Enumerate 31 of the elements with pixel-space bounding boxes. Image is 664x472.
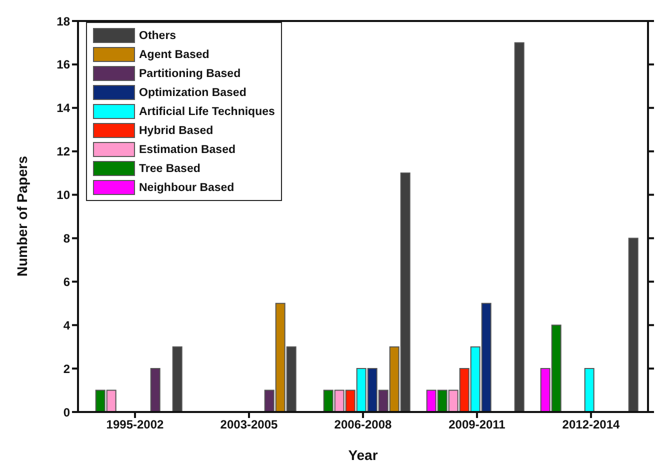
legend-label: Agent Based: [139, 48, 210, 60]
y-tick-label: 18: [56, 14, 70, 28]
y-tick-label: 8: [63, 231, 70, 246]
y-tick-label: 6: [63, 274, 70, 289]
legend-label: Others: [139, 30, 176, 42]
legend-label: Partitioning Based: [139, 68, 241, 80]
bar: [150, 368, 160, 412]
legend-label: Tree Based: [139, 162, 200, 174]
y-tick-label: 2: [63, 362, 70, 376]
x-tick-label: 2003-2005: [220, 418, 278, 432]
y-tick-label: 16: [56, 58, 70, 72]
legend-label: Optimization Based: [139, 86, 246, 98]
y-tick-label: 4: [63, 318, 70, 332]
x-axis-title: Year: [348, 447, 378, 463]
y-tick-label: 0: [63, 405, 70, 420]
y-axis-title: Number of Papers: [14, 156, 30, 276]
legend-label: Artificial Life Techniques: [139, 106, 275, 118]
y-tick-label: 10: [56, 188, 70, 202]
bar: [172, 346, 182, 412]
y-tick-label: 12: [56, 144, 70, 159]
legend-label: Neighbour Based: [139, 182, 234, 194]
legend-label: Estimation Based: [139, 144, 236, 156]
bar: [514, 42, 524, 412]
x-tick-label: 2012-2014: [562, 418, 620, 432]
x-tick-label: 2006-2008: [334, 418, 392, 432]
y-tick-label: 14: [56, 101, 70, 116]
bar: [628, 238, 638, 412]
legend-label: Hybrid Based: [139, 124, 214, 136]
bar: [584, 368, 594, 412]
x-tick-label: 1995-2002: [106, 418, 164, 432]
x-tick-label: 2009-2011: [448, 418, 506, 432]
